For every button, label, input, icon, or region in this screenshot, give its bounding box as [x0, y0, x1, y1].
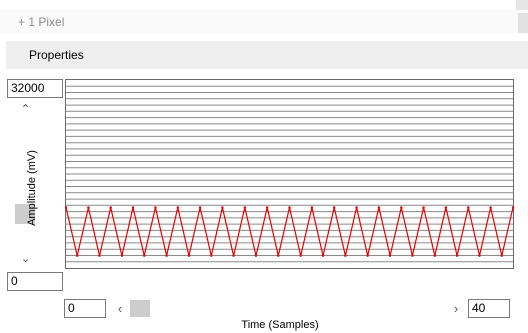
horizontal-scrollbar[interactable] [107, 300, 467, 317]
signal-point [187, 254, 191, 257]
y-min-input[interactable]: 0 [7, 272, 63, 291]
pixel-step-row[interactable] [0, 10, 528, 34]
y-axis-label: Amplitude (mV) [26, 150, 38, 226]
properties-title: Properties [29, 48, 84, 62]
signal-point [377, 206, 381, 209]
top-scrollbar-fragment[interactable] [516, 0, 528, 10]
signal-point [143, 254, 146, 257]
signal-point [388, 254, 392, 257]
signal-point [120, 254, 124, 257]
signal-point [355, 206, 358, 209]
signal-point [76, 254, 79, 257]
signal-point [467, 206, 470, 209]
signal-point [154, 206, 157, 209]
signal-point [131, 206, 135, 209]
signal-point [109, 206, 112, 209]
signal-point [210, 254, 213, 257]
signal-point [489, 206, 492, 209]
signal-point [165, 254, 168, 257]
signal-point [444, 206, 448, 209]
signal-point [266, 206, 269, 209]
y-max-input[interactable]: 32000 [7, 79, 63, 98]
signal-point [366, 254, 369, 257]
signal-point [310, 206, 314, 209]
signal-point [433, 254, 436, 257]
signal-point [65, 206, 68, 209]
plot-frame [65, 79, 514, 269]
signal-point [400, 206, 403, 209]
signal-point [411, 254, 414, 257]
x-max-input[interactable]: 40 [468, 299, 510, 318]
x-axis-label: Time (Samples) [241, 319, 319, 331]
signal-point [176, 206, 179, 209]
signal-point [333, 206, 336, 209]
signal-point [422, 206, 425, 209]
signal-point [288, 206, 291, 209]
signal-point [344, 254, 347, 257]
signal-plot[interactable] [65, 79, 514, 269]
signal-point [500, 254, 503, 257]
signal-point [254, 254, 258, 257]
signal-point [232, 254, 235, 257]
x-min-input[interactable]: 0 [64, 299, 106, 318]
properties-header[interactable] [6, 41, 528, 69]
signal-point [98, 254, 101, 257]
pixel-row-scrollbar[interactable] [518, 13, 528, 33]
plot-svg [65, 79, 514, 269]
chevron-up-icon[interactable]: ⌃ [20, 102, 31, 116]
signal-point [87, 206, 90, 209]
signal-point [243, 206, 246, 209]
chevron-left-icon[interactable]: ‹ [117, 301, 123, 316]
signal-point [198, 206, 202, 209]
vertical-scroll-thumb[interactable] [15, 204, 35, 224]
pixel-step-label[interactable]: + 1 Pixel [18, 15, 65, 29]
vertical-scrollbar[interactable] [8, 100, 43, 270]
top-strip [0, 0, 528, 10]
signal-point [455, 254, 459, 257]
chevron-down-icon[interactable]: ⌄ [20, 253, 31, 265]
signal-point [277, 254, 280, 257]
signal-point [321, 254, 325, 257]
signal-point [221, 206, 224, 209]
signal-point [478, 254, 481, 257]
chevron-right-icon[interactable]: › [453, 301, 459, 316]
signal-point [511, 206, 514, 209]
signal-series-line [65, 207, 514, 256]
horizontal-scroll-thumb[interactable] [130, 300, 150, 317]
signal-point [299, 254, 302, 257]
